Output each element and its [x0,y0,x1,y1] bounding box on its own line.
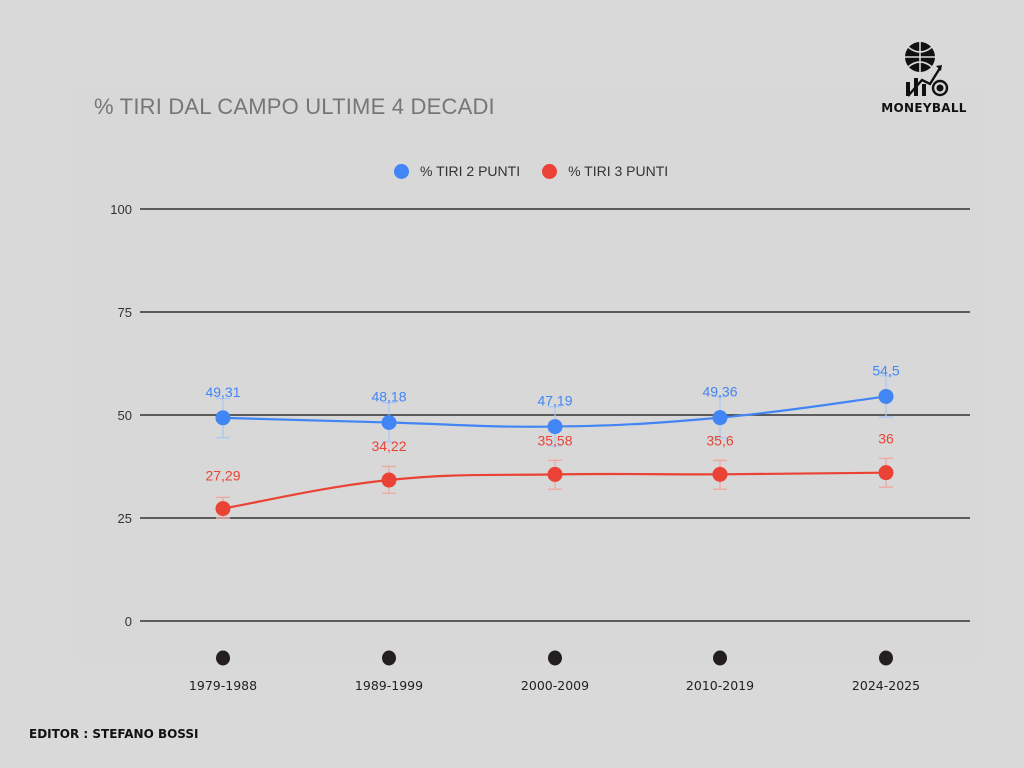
data-label-2-punti: 49,31 [205,384,240,400]
x-tick-label: 2024-2025 [852,678,920,693]
data-label-3-punti: 36 [878,431,894,447]
legend-item-3-punti[interactable]: % TIRI 3 PUNTI [542,163,668,179]
data-point-2-punti [878,388,894,404]
data-point-2-punti [712,410,728,426]
data-label-2-punti: 49,36 [702,384,737,400]
x-tick-label: 1989-1999 [355,678,423,693]
legend-label-3-punti: % TIRI 3 PUNTI [568,163,669,179]
data-point-2-punti [381,414,397,430]
data-label-3-punti: 35,58 [537,432,572,448]
brand-name: MONEYBALL [881,101,967,115]
y-tick-label: 75 [118,305,132,320]
legend: % TIRI 2 PUNTI % TIRI 3 PUNTI [394,163,690,179]
x-tick-marker [216,650,230,666]
data-point-3-punti [215,501,231,517]
data-label-3-punti: 27,29 [205,468,240,484]
data-point-2-punti [215,410,231,426]
data-label-2-punti: 54,5 [872,362,899,378]
data-label-3-punti: 35,6 [706,432,733,448]
y-tick-label: 0 [125,614,132,629]
y-tick-label: 25 [118,511,132,526]
data-point-3-punti [547,466,563,482]
data-point-2-punti [547,419,563,435]
legend-item-2-punti[interactable]: % TIRI 2 PUNTI [394,163,520,179]
editor-credit: EDITOR : STEFANO BOSSI [29,727,199,741]
data-label-2-punti: 48,18 [371,388,406,404]
moneyball-logo: MONEYBALL [872,40,976,115]
legend-marker-3-punti [542,163,558,179]
data-label-2-punti: 47,19 [537,393,572,409]
legend-label-2-punti: % TIRI 2 PUNTI [420,163,521,179]
chart-title: % TIRI DAL CAMPO ULTIME 4 DECADI [94,94,495,119]
x-tick-label: 2000-2009 [521,678,589,693]
data-point-3-punti [712,466,728,482]
data-label-3-punti: 34,22 [371,438,406,454]
legend-marker-2-punti [394,163,409,179]
y-tick-label: 50 [118,408,132,423]
y-tick-label: 100 [110,202,132,217]
x-tick-marker [548,650,562,666]
x-tick-marker [713,650,727,666]
x-tick-marker [879,650,893,666]
chart-panel [75,88,980,658]
x-tick-marker [382,650,396,666]
basketball-growth-icon [905,42,949,97]
x-tick-label: 2010-2019 [686,678,754,693]
data-point-3-punti [878,465,894,481]
x-tick-label: 1979-1988 [189,678,257,693]
data-point-3-punti [381,472,397,488]
